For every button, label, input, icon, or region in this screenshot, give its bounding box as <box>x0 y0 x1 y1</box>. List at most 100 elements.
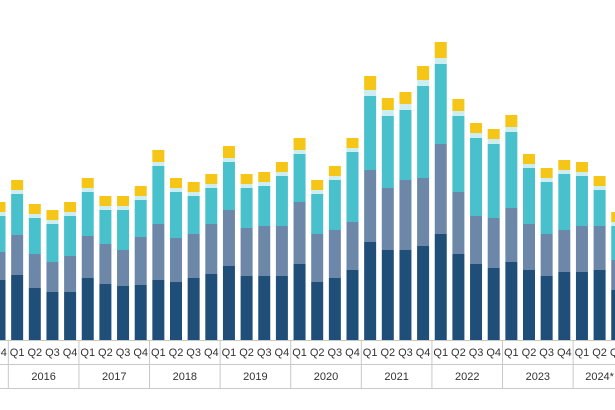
x-tick-label: Q4 <box>0 347 7 359</box>
group-label: 2023 <box>526 371 550 383</box>
bar-segment <box>293 154 306 202</box>
bar-segment <box>593 176 606 186</box>
bar-segment <box>134 200 147 237</box>
bar-segment <box>28 204 41 214</box>
bar-segment <box>187 278 200 340</box>
bar-segment <box>64 292 77 340</box>
x-tick-label: Q4 <box>275 347 290 359</box>
bar-segment <box>28 288 41 340</box>
bar-segment <box>381 250 394 340</box>
bar-segment <box>117 286 130 340</box>
bar-segment <box>205 188 218 224</box>
x-tick-label: Q4 <box>416 347 431 359</box>
bar-segment <box>170 188 182 192</box>
bar-segment <box>99 244 112 284</box>
bar-segment <box>452 192 465 254</box>
bar-segment <box>0 212 6 216</box>
x-tick-label: Q2 <box>310 347 325 359</box>
x-tick-label: Q3 <box>116 347 131 359</box>
bar-segment <box>99 210 112 244</box>
bar-segment <box>523 164 535 168</box>
bar-segment <box>364 76 377 90</box>
bar-segment <box>611 260 615 290</box>
bar-segment <box>558 174 571 230</box>
bar-segment <box>399 104 412 110</box>
bar-segment <box>328 180 341 230</box>
bar-segment <box>275 172 288 176</box>
bar-segment <box>275 276 288 340</box>
x-tick-label: Q4 <box>486 347 501 359</box>
bar-segment <box>11 180 24 190</box>
bar-segment <box>434 144 447 234</box>
bar-segment <box>558 272 571 340</box>
bar-segment <box>364 90 377 96</box>
bar-segment <box>258 172 271 182</box>
bar-segment <box>205 274 218 340</box>
bar-segment <box>64 202 77 212</box>
bar-segment <box>505 132 518 208</box>
bar-segment <box>346 222 359 270</box>
bar-segment <box>275 176 288 226</box>
bar-segment <box>11 275 24 340</box>
bar-segment <box>487 129 500 139</box>
bar-segment <box>593 190 606 226</box>
bar-segment <box>364 170 377 242</box>
bar-segment <box>275 162 288 172</box>
bar-segment <box>170 192 182 238</box>
bar-segment <box>470 123 483 133</box>
bar-segment <box>399 92 412 104</box>
bar-segment <box>64 256 77 292</box>
bar-segment <box>240 188 253 228</box>
bar-segment <box>117 196 130 206</box>
bar-segment <box>487 268 500 340</box>
bar-segment <box>575 162 588 172</box>
bar-segment <box>558 170 571 174</box>
x-tick-label: Q2 <box>380 347 395 359</box>
bar-segment <box>64 216 77 256</box>
bar-segment <box>470 138 483 216</box>
x-tick-label: Q3 <box>328 347 343 359</box>
bar-segment <box>452 254 465 340</box>
bar-segment <box>346 148 359 152</box>
bar-segment <box>381 188 394 250</box>
bar-segment <box>99 196 112 206</box>
bar-segment <box>311 282 324 340</box>
x-tick-label: Q1 <box>10 347 25 359</box>
bar-segment <box>611 226 615 260</box>
bar-segment <box>523 154 535 164</box>
bar-segment <box>523 168 535 224</box>
bar-segment <box>575 272 588 340</box>
x-tick-label: Q2 <box>592 347 607 359</box>
bar-segment <box>170 178 182 188</box>
bar-segment <box>540 276 553 340</box>
bar-segment <box>134 186 147 196</box>
bar-segment <box>417 80 430 86</box>
bar-segment <box>240 228 253 276</box>
bar-segment <box>240 174 253 184</box>
x-tick-label: Q3 <box>45 347 60 359</box>
bar-segment <box>611 290 615 340</box>
bar-segment <box>222 266 235 340</box>
x-tick-label: Q1 <box>222 347 237 359</box>
bar-segment <box>417 86 430 178</box>
bar-segment <box>81 178 94 188</box>
bar-segment <box>487 144 500 218</box>
x-tick-label: Q3 <box>257 347 272 359</box>
x-tick-label: Q4 <box>133 347 148 359</box>
bar-segment <box>28 254 41 288</box>
bar-segment <box>311 180 324 190</box>
bar-segment <box>11 194 24 235</box>
x-tick-label: Q1 <box>292 347 307 359</box>
x-tick-label: Q2 <box>98 347 113 359</box>
x-tick-label: Q1 <box>80 347 95 359</box>
bar-segment <box>311 190 324 194</box>
bar-segment <box>399 180 412 250</box>
bar-segment <box>11 190 24 194</box>
bar-segment <box>434 234 447 340</box>
bar-segment <box>505 262 518 340</box>
x-tick-label: Q2 <box>239 347 254 359</box>
bar-segment <box>11 235 24 275</box>
bar-segment <box>381 116 394 188</box>
bar-segment <box>487 139 500 144</box>
bar-segment <box>81 278 94 340</box>
